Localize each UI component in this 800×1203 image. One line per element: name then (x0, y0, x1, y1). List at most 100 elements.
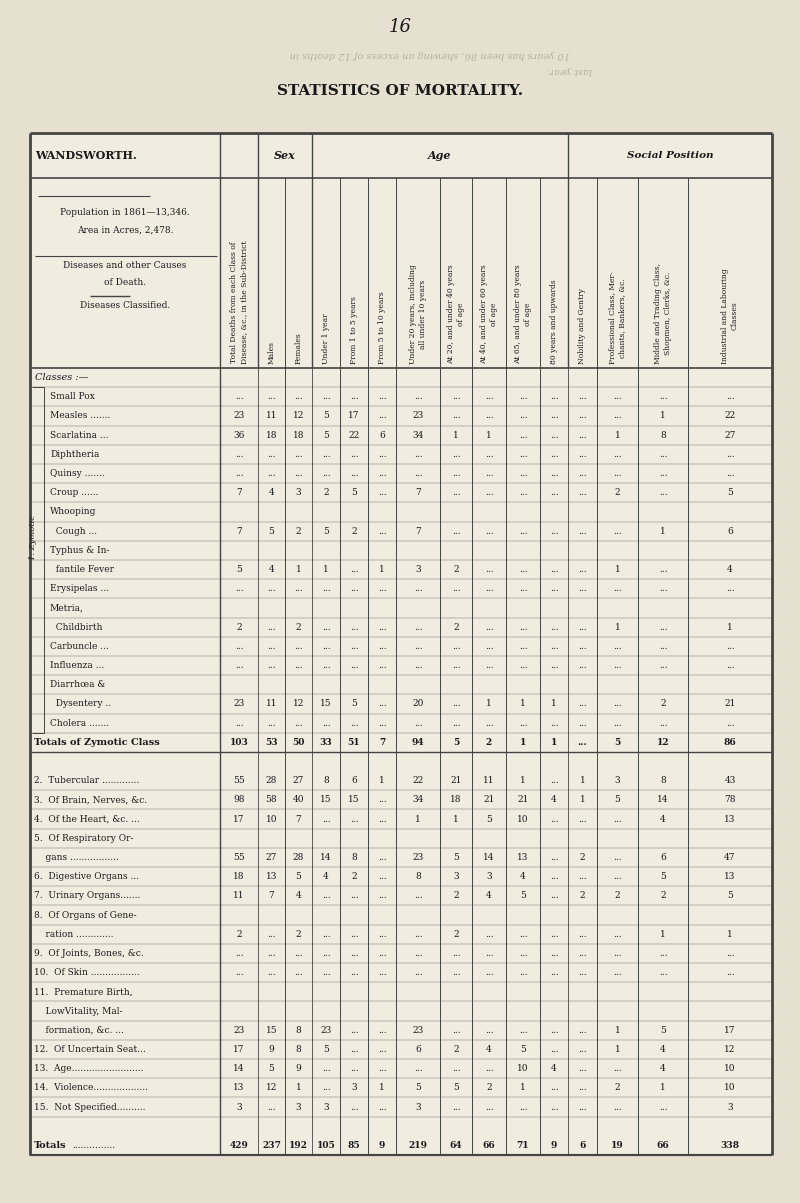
Text: 1: 1 (580, 776, 586, 786)
Text: last year.: last year. (548, 65, 592, 75)
Text: ...: ... (485, 642, 494, 651)
Text: ...: ... (658, 623, 667, 632)
Text: 23: 23 (320, 1026, 332, 1035)
Text: ...: ... (613, 642, 622, 651)
Text: 33: 33 (320, 737, 332, 747)
Text: ...: ... (322, 1084, 330, 1092)
Text: ...: ... (378, 1045, 386, 1054)
Text: 13: 13 (266, 872, 277, 881)
Text: 4: 4 (727, 565, 733, 574)
Text: ...: ... (550, 411, 558, 421)
Text: ...: ... (518, 718, 527, 728)
Text: ...: ... (485, 1065, 494, 1073)
Text: 94: 94 (412, 737, 424, 747)
Text: 18: 18 (293, 431, 304, 439)
Text: ...: ... (452, 660, 460, 670)
Text: 7: 7 (379, 737, 385, 747)
Text: ...: ... (518, 949, 527, 958)
Text: ...: ... (578, 392, 587, 402)
Text: 5: 5 (351, 699, 357, 709)
Text: ...: ... (234, 585, 243, 593)
Text: ...: ... (378, 488, 386, 497)
Text: ...: ... (234, 660, 243, 670)
Text: ...: ... (578, 565, 587, 574)
Text: ...: ... (294, 392, 303, 402)
Text: Dysentery ..: Dysentery .. (50, 699, 111, 709)
Text: ...: ... (294, 968, 303, 977)
Text: 8: 8 (296, 1045, 302, 1054)
Text: 66: 66 (482, 1140, 495, 1150)
Text: 1: 1 (614, 623, 620, 632)
Text: ...: ... (322, 968, 330, 977)
Text: ...: ... (322, 949, 330, 958)
Text: 10: 10 (518, 1065, 529, 1073)
Text: From 1 to 5 years: From 1 to 5 years (350, 296, 358, 365)
Text: 10: 10 (724, 1084, 736, 1092)
Text: 22: 22 (348, 431, 360, 439)
Text: ...: ... (658, 660, 667, 670)
Text: 47: 47 (724, 853, 736, 863)
Text: ...: ... (234, 469, 243, 478)
Text: 2: 2 (660, 699, 666, 709)
Text: ...: ... (518, 1102, 527, 1112)
Text: 1: 1 (660, 930, 666, 938)
Text: ...: ... (658, 642, 667, 651)
Text: ...: ... (378, 795, 386, 805)
Text: 11.  Premature Birth,: 11. Premature Birth, (34, 988, 133, 996)
Text: ...: ... (378, 411, 386, 421)
Text: ...: ... (322, 623, 330, 632)
Text: ...: ... (518, 431, 527, 439)
Text: 8: 8 (323, 776, 329, 786)
Text: ...: ... (485, 949, 494, 958)
Text: ...: ... (658, 392, 667, 402)
Text: ...: ... (378, 585, 386, 593)
Text: ...: ... (578, 469, 587, 478)
Text: 10.  Of Skin .................: 10. Of Skin ................. (34, 968, 140, 977)
Text: 3: 3 (236, 1102, 242, 1112)
Text: ...: ... (378, 1026, 386, 1035)
Text: Small Pox: Small Pox (50, 392, 95, 402)
Text: of Death.: of Death. (104, 278, 146, 288)
Text: 80 years and upwards: 80 years and upwards (550, 279, 558, 365)
Text: 1: 1 (614, 1026, 620, 1035)
Text: ...: ... (550, 527, 558, 535)
Text: Erysipelas ...: Erysipelas ... (50, 585, 109, 593)
Text: 5: 5 (323, 411, 329, 421)
Text: 11: 11 (266, 411, 278, 421)
Text: 2: 2 (453, 930, 459, 938)
Text: 2: 2 (453, 891, 459, 900)
Text: ...: ... (578, 814, 587, 824)
Text: 8: 8 (660, 776, 666, 786)
Text: ...: ... (550, 660, 558, 670)
Text: 2: 2 (580, 891, 586, 900)
Text: 6: 6 (415, 1045, 421, 1054)
Text: Industrial and Labouring
Classes: Industrial and Labouring Classes (721, 268, 739, 365)
Bar (30, 134, 772, 1155)
Text: ...: ... (452, 642, 460, 651)
Text: 9: 9 (269, 1045, 274, 1054)
Text: ...: ... (234, 450, 243, 458)
Text: ...: ... (613, 450, 622, 458)
Text: ...: ... (378, 1102, 386, 1112)
Text: ...: ... (378, 1065, 386, 1073)
Text: ...: ... (578, 488, 587, 497)
Text: 5: 5 (323, 527, 329, 535)
Text: ...: ... (518, 565, 527, 574)
Text: ...: ... (518, 1026, 527, 1035)
Text: ...: ... (485, 411, 494, 421)
Text: 5: 5 (520, 891, 526, 900)
Text: 12.  Of Uncertain Seat...: 12. Of Uncertain Seat... (34, 1045, 146, 1054)
Text: 429: 429 (230, 1140, 249, 1150)
Text: ...: ... (322, 891, 330, 900)
Text: 4: 4 (269, 488, 274, 497)
Text: 4: 4 (486, 1045, 492, 1054)
Text: ...: ... (234, 642, 243, 651)
Text: ...: ... (294, 450, 303, 458)
Text: 3: 3 (486, 872, 492, 881)
Text: 66: 66 (657, 1140, 670, 1150)
Text: 2: 2 (614, 488, 620, 497)
Text: ...: ... (578, 930, 587, 938)
Text: ...: ... (550, 1084, 558, 1092)
Text: 2: 2 (486, 1084, 492, 1092)
Text: ...: ... (322, 1065, 330, 1073)
